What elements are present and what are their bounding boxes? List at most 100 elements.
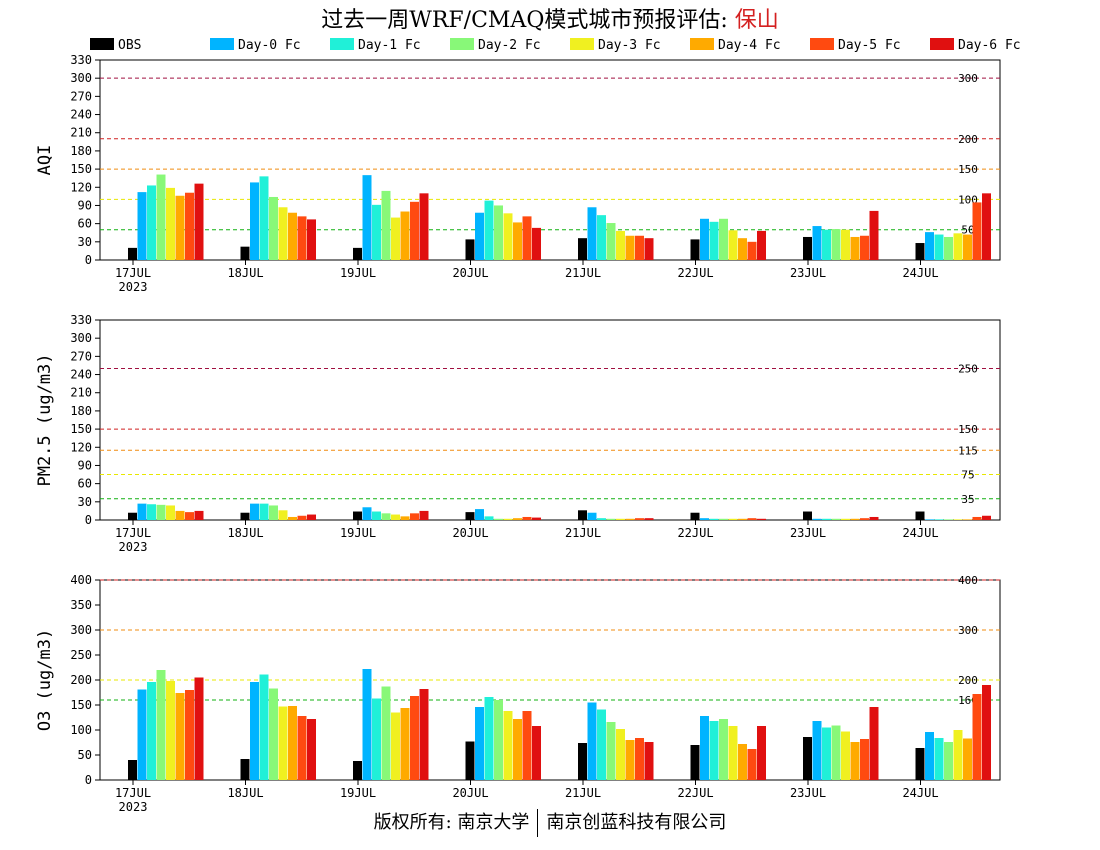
bar-day-6-fc-17jul [194,510,204,520]
bar-day-6-fc-21jul [644,742,654,780]
legend-swatch [570,38,594,50]
bar-day-5-fc-24jul [972,202,982,260]
bar-obs-19jul [353,511,362,520]
bar-day-3-fc-21jul [616,230,625,260]
x-tick-label: 19JUL [340,526,376,540]
bar-day-4-fc-19jul [400,211,410,260]
bar-day-4-fc-23jul [850,518,860,520]
bar-day-0-fc-17jul [137,689,147,780]
y-tick-label: 120 [70,180,92,194]
y-tick-label: 30 [78,235,92,249]
threshold-label-400: 400 [958,574,978,587]
legend-item-5: Day-4 Fc [690,38,781,53]
x-tick-label: 20JUL [452,266,488,280]
bar-day-2-fc-22jul [719,518,728,520]
bar-day-0-fc-20jul [475,212,484,260]
legend-swatch [330,38,354,50]
bar-day-0-fc-21jul [587,207,597,260]
footer-right: 南京创蓝科技有限公司 [546,812,727,833]
bar-day-6-fc-23jul [869,516,879,520]
bar-day-3-fc-19jul [391,217,400,260]
bar-day-6-fc-21jul [644,518,654,520]
bar-obs-20jul [465,741,475,780]
bar-obs-21jul [578,743,587,780]
bar-day-3-fc-21jul [616,729,625,780]
bar-day-0-fc-23jul [812,226,822,260]
y-tick-label: 180 [70,404,92,418]
bar-obs-20jul [465,239,475,260]
x-year-label: 2023 [119,800,148,814]
bar-day-0-fc-18jul [250,503,259,520]
bar-day-5-fc-24jul [972,516,982,520]
threshold-label-75: 75 [961,469,974,482]
bar-day-6-fc-22jul [757,230,766,260]
x-year-label: 2023 [119,280,148,294]
legend-swatch [810,38,834,50]
bar-day-3-fc-18jul [278,207,288,260]
copyright-footer: 版权所有: 南京大学 南京创蓝科技有限公司 [0,808,1100,837]
bar-day-3-fc-24jul [953,519,963,520]
x-tick-label: 22JUL [677,526,713,540]
x-tick-label: 17JUL [115,786,151,800]
bar-day-1-fc-18jul [259,674,269,780]
bar-day-5-fc-23jul [860,518,869,520]
bar-obs-17jul [128,247,137,260]
bar-day-6-fc-18jul [307,219,316,260]
bar-day-2-fc-19jul [381,513,391,520]
x-tick-label: 23JUL [790,786,826,800]
y-tick-label: 350 [70,598,92,612]
bar-day-1-fc-17jul [147,185,156,260]
x-year-label: 2023 [119,540,148,554]
bar-day-3-fc-22jul [728,726,738,780]
legend-label: Day-4 Fc [718,38,781,53]
bar-day-2-fc-24jul [944,519,953,520]
bar-day-6-fc-24jul [982,685,991,780]
bar-day-3-fc-19jul [391,514,400,520]
bar-day-3-fc-18jul [278,706,288,780]
aqi-panel: 0306090120150180210240270300330AQI501001… [35,53,1001,294]
bar-day-5-fc-17jul [185,192,194,260]
legend-label: Day-2 Fc [478,38,541,53]
legend-item-7: Day-6 Fc [930,38,1021,53]
x-tick-label: 21JUL [565,266,601,280]
bar-day-1-fc-23jul [822,727,831,780]
x-tick-label: 22JUL [677,786,713,800]
bar-day-5-fc-22jul [747,518,757,520]
y-axis-label: O3 (ug/m3) [35,629,55,731]
bar-day-4-fc-22jul [738,744,747,780]
threshold-label-250: 250 [958,362,978,375]
y-tick-label: 300 [70,623,92,637]
bar-day-2-fc-23jul [831,229,841,260]
bar-day-3-fc-17jul [166,505,175,520]
bar-day-4-fc-18jul [288,706,297,780]
bar-day-5-fc-19jul [410,201,419,260]
bar-day-2-fc-19jul [381,190,391,260]
bar-day-3-fc-18jul [278,510,288,520]
bar-day-6-fc-19jul [419,689,429,780]
legend-label: OBS [118,38,141,53]
threshold-label-200: 200 [958,674,978,687]
x-tick-label: 24JUL [902,786,938,800]
x-tick-label: 23JUL [790,526,826,540]
bar-day-5-fc-19jul [410,696,419,780]
y-tick-label: 90 [78,198,92,212]
bar-day-4-fc-20jul [513,719,522,780]
bar-day-6-fc-23jul [869,707,879,780]
y-tick-label: 250 [70,648,92,662]
bar-obs-23jul [803,511,812,520]
bar-day-0-fc-20jul [475,509,484,520]
x-tick-label: 24JUL [902,526,938,540]
y-tick-label: 400 [70,573,92,587]
y-tick-label: 210 [70,386,92,400]
bar-day-5-fc-17jul [185,512,194,520]
y-tick-label: 330 [70,313,92,327]
bar-day-4-fc-24jul [963,738,972,780]
pm25-panel: 0 30 60 90 120 150 180 210 240 270 300 330 PM2.5 (ug… [35,313,1001,554]
y-tick-label: 150 [70,698,92,712]
y-axis-label: PM2.5 (ug/m3) [35,353,55,486]
bar-day-3-fc-17jul [166,681,175,780]
bar-day-6-fc-20jul [532,726,541,780]
x-tick-label: 22JUL [677,266,713,280]
y-tick-label: 270 [70,89,92,103]
bar-day-5-fc-20jul [522,516,532,520]
